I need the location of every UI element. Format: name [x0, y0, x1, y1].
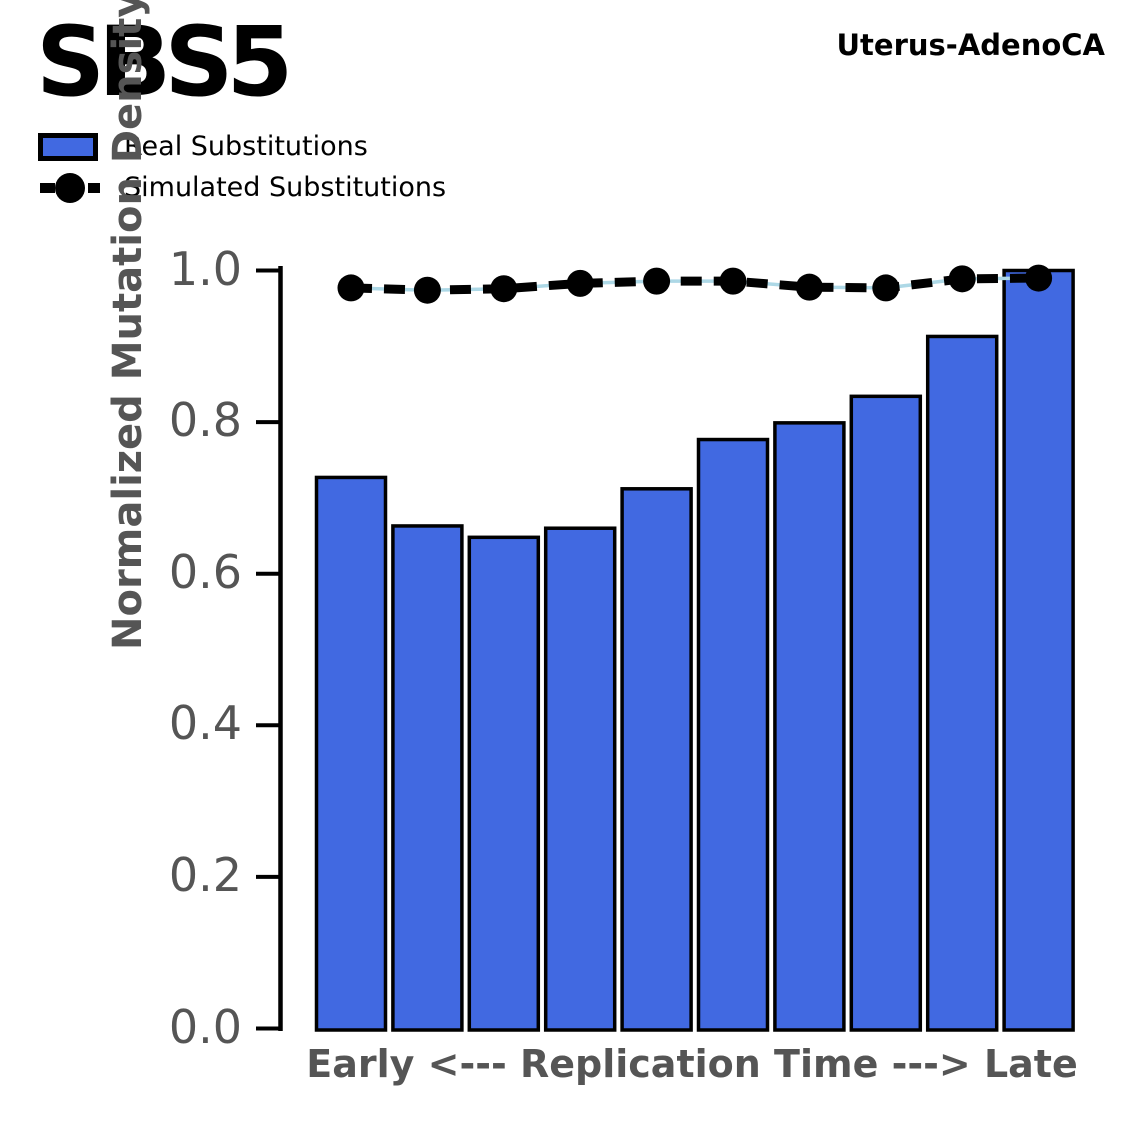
- real-substitutions-bar: [314, 475, 388, 1032]
- real-substitutions-bar: [391, 524, 464, 1032]
- legend: Real Substitutions Simulated Substitutio…: [38, 126, 446, 208]
- signature-title: SBS5: [36, 6, 293, 118]
- ytick-label-0.4: 0.4: [168, 696, 242, 751]
- real-substitutions-bar: [773, 421, 846, 1032]
- x-axis-label: Early <--- Replication Time ---> Late: [306, 1042, 1078, 1086]
- simulated-dashed-line: [350, 273, 1039, 295]
- simulated-data-marker: [1025, 264, 1053, 292]
- real-substitutions-bar: [467, 535, 541, 1032]
- simulated-data-marker: [872, 274, 900, 302]
- legend-item-real: Real Substitutions: [38, 126, 446, 167]
- ytick-label-0.8: 0.8: [168, 392, 242, 447]
- simulated-data-marker: [719, 267, 747, 295]
- real-substitutions-swatch-icon: [38, 132, 98, 161]
- simulated-data-marker: [490, 275, 518, 303]
- legend-item-simulated: Simulated Substitutions: [38, 167, 446, 208]
- simulated-data-marker: [337, 274, 365, 302]
- y-axis-tick-labels: 0.0 0.2 0.4 0.6 0.8 1.0: [0, 0, 242, 1125]
- ytick-label-0.6: 0.6: [168, 544, 242, 599]
- real-substitutions-bar: [1002, 268, 1075, 1032]
- simulated-data-marker: [643, 267, 671, 295]
- simulated-data-marker: [413, 276, 441, 304]
- simulated-line-marker-icon: [40, 172, 100, 203]
- ytick-label-0.0: 0.0: [168, 999, 242, 1054]
- ytick-label-1.0: 1.0: [168, 241, 242, 296]
- simulated-data-marker: [566, 269, 594, 297]
- legend-label-simulated: Simulated Substitutions: [124, 172, 447, 203]
- simulated-data-marker: [948, 265, 976, 293]
- real-substitutions-bar: [849, 394, 923, 1032]
- simulated-data-marker: [795, 273, 823, 301]
- legend-label-real: Real Substitutions: [124, 131, 368, 162]
- ytick-label-0.2: 0.2: [168, 847, 242, 902]
- real-substitutions-bar: [543, 526, 617, 1032]
- real-substitutions-bar: [620, 487, 693, 1032]
- real-substitutions-bar: [925, 334, 999, 1032]
- cancer-type-label: Uterus-AdenoCA: [836, 28, 1106, 62]
- real-substitutions-bar: [696, 437, 770, 1032]
